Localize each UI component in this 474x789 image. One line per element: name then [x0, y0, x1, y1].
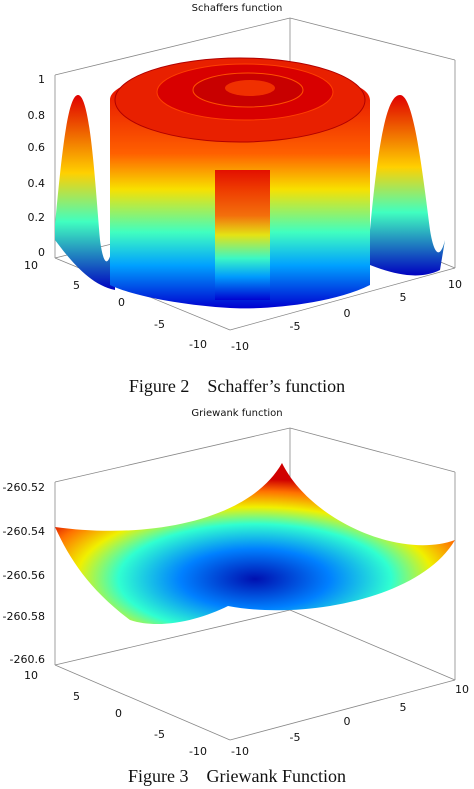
z-tick-label: -260.58 [3, 610, 45, 623]
y-tick-label: -10 [189, 338, 207, 351]
z-tick-label: 0 [38, 246, 45, 259]
x-tick-label: -10 [231, 745, 249, 758]
surface [55, 463, 455, 625]
y-tick-label: 0 [115, 707, 122, 720]
surface [55, 57, 445, 309]
x-tick-label: 5 [400, 291, 407, 304]
z-tick-label: 0.6 [28, 141, 46, 154]
x-tick-label: -5 [290, 731, 301, 744]
z-tick-label: 0.8 [28, 109, 46, 122]
z-tick-label: -260.56 [3, 569, 45, 582]
y-tick-label: 10 [24, 259, 38, 272]
labels: Schaffers function10.80.60.40.201050-5-1… [3, 3, 469, 786]
x-tick-label: 10 [448, 278, 462, 291]
z-tick-label: -260.52 [3, 481, 45, 494]
z-tick-label: 0.4 [28, 177, 46, 190]
y-tick-label: -5 [154, 318, 165, 331]
y-tick-label: -10 [189, 745, 207, 758]
caption: Figure 3 Griewank Function [128, 766, 346, 786]
figure-title: Griewank function [191, 408, 282, 419]
y-tick-label: 5 [73, 690, 80, 703]
x-tick-label: 5 [400, 701, 407, 714]
z-tick-label: -260.6 [10, 653, 45, 666]
z-tick-label: 1 [38, 73, 45, 86]
x-tick-label: 0 [344, 715, 351, 728]
y-tick-label: 5 [73, 279, 80, 292]
x-tick-label: 0 [344, 307, 351, 320]
y-tick-label: 10 [24, 669, 38, 682]
x-tick-label: -5 [290, 320, 301, 333]
y-tick-label: 0 [118, 296, 125, 309]
y-tick-label: -5 [154, 728, 165, 741]
z-tick-label: -260.54 [3, 525, 45, 538]
x-tick-label: -10 [231, 340, 249, 353]
x-tick-label: 10 [455, 683, 469, 696]
caption: Figure 2 Schaffer’s function [129, 376, 345, 396]
z-tick-label: 0.2 [28, 211, 46, 224]
figure-title: Schaffers function [192, 3, 283, 14]
